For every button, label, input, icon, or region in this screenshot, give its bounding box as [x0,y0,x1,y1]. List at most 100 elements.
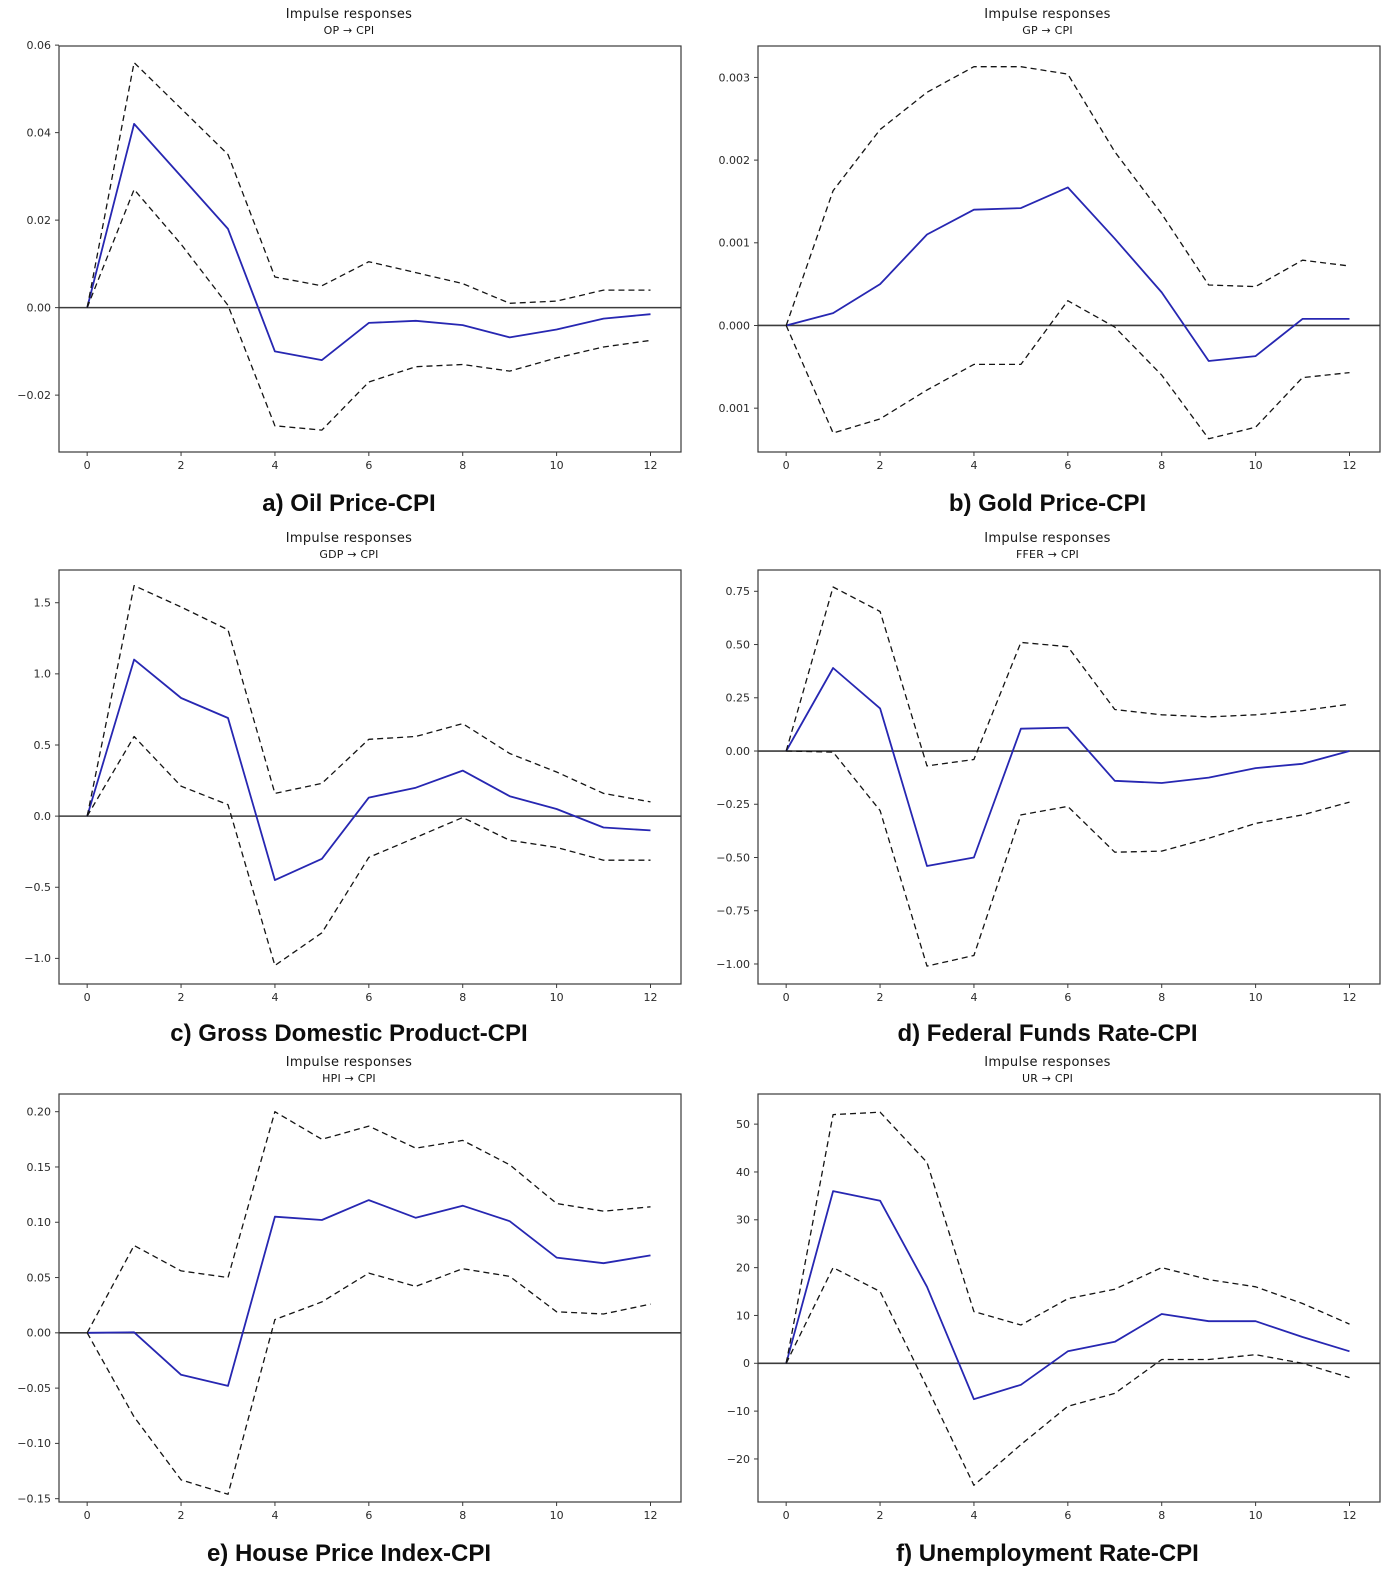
lower-band-line [86,735,651,967]
y-tick-label: 0.00 [27,1327,52,1340]
x-tick-label: 4 [271,459,278,472]
response-line [87,1199,651,1387]
x-tick-label: 10 [1248,1509,1262,1522]
panel-gold-price-cpi: Impulse responses GP → CPI 0.003 0.002 0.0… [699,0,1397,524]
y-tick-label: −0.50 [716,851,750,864]
x-tick-label: 0 [782,991,789,1004]
x-tick-label: 2 [876,459,883,472]
x-tick-label: 2 [178,1509,185,1522]
response-line [86,658,651,882]
panel-house-price-index-cpi: Impulse responses HPI → CPI 0.20 0.15 0.10… [0,1048,698,1572]
x-tick-label: 2 [876,991,883,1004]
chart-title: Impulse responses [285,1055,413,1070]
y-tick-label: 30 [736,1214,750,1227]
x-tick-label: 0 [84,991,91,1004]
chart-title: Impulse responses [984,531,1111,546]
y-tick-label: 0.5 [34,739,52,752]
y-tick-label: 0.02 [27,214,52,227]
x-tick-label: 10 [1248,991,1262,1004]
chart-subtitle: GP → CPI [1022,24,1073,37]
chart-title: Impulse responses [285,7,413,22]
y-tick-label: −0.75 [716,905,750,918]
x-tick-label: 4 [970,991,977,1004]
y-tick-label: 0.25 [725,692,750,705]
plot-border [756,45,1381,453]
y-tick-label: −10 [726,1405,749,1418]
x-tick-label: 8 [1158,1509,1165,1522]
y-tick-label: 0.04 [27,126,52,139]
y-tick-label: −20 [726,1453,749,1466]
x-tick-label: 6 [365,1509,372,1522]
y-tick-label: 1.0 [34,668,52,681]
line-chart-unemployment-rate-cpi: 50 40 30 20 10 0 −10 −20 0 2 4 6 8 10 12 [726,1093,1381,1522]
response-line [86,123,651,362]
x-tick-label: 10 [550,459,564,472]
x-tick-label: 8 [1158,459,1165,472]
y-tick-label: 0.000 [718,319,750,332]
y-tick-label: −1.0 [24,952,51,965]
y-tick-label: 0.0 [34,810,52,823]
y-tick-label: 0.20 [27,1106,52,1119]
line-chart-oil-price-cpi: 0.06 0.04 0.02 0.00 −0.02 0 2 4 6 8 10 12 [17,40,682,472]
lower-band-line [785,300,1350,440]
chart-subtitle: UR → CPI [1021,1072,1074,1085]
x-tick-label: 10 [1248,459,1262,472]
x-tick-label: 4 [271,1509,278,1522]
x-tick-label: 2 [876,1509,883,1522]
upper-band-line [785,1111,1350,1364]
chart-title: Impulse responses [984,1055,1111,1070]
upper-band-line [86,1111,651,1334]
y-tick-label: 0 [743,1357,750,1370]
x-tick-label: 2 [178,459,185,472]
y-tick-label: 0.002 [718,154,750,167]
x-tick-label: 0 [84,459,91,472]
upper-band-line [785,586,1350,767]
upper-band-line [86,584,651,817]
line-chart-gdp-cpi: 1.5 1.0 0.5 0.0 −0.5 −1.0 0 2 4 6 8 10 12 [24,569,682,1004]
x-tick-label: 12 [1342,991,1356,1004]
plot-border [58,1093,682,1503]
y-tick-label: 0.15 [27,1161,52,1174]
lower-band-line [86,188,651,431]
line-chart-gold-price-cpi: 0.003 0.002 0.001 0.000 0.001 0 2 4 6 8 10 12 [718,45,1381,472]
y-tick-label: −1.00 [716,958,750,971]
response-line [785,186,1349,362]
chart-title: Impulse responses [984,7,1111,22]
plot-border [58,45,682,453]
x-tick-label: 6 [365,991,372,1004]
x-tick-label: 10 [550,1509,564,1522]
panel-caption: a) Oil Price-CPI [262,490,436,517]
y-tick-label: 0.00 [725,745,750,758]
panel-gdp-cpi: Impulse responses GDP → CPI 1.5 1.0 0.5 0.0… [0,524,698,1048]
chart-subtitle: GDP → CPI [319,548,379,561]
y-tick-label: −0.15 [17,1493,51,1506]
y-tick-label: 0.001 [718,402,750,415]
lower-band-line [785,750,1350,967]
response-line [784,667,1350,867]
chart-title: Impulse responses [285,531,413,546]
x-tick-label: 12 [643,459,657,472]
x-tick-label: 6 [365,459,372,472]
panel-unemployment-rate-cpi: Impulse responses UR → CPI 50 40 30 20 10 0 −1… [699,1048,1397,1572]
y-tick-label: 0.75 [725,585,750,598]
upper-band-line [86,61,651,308]
y-tick-label: 0.003 [718,71,750,84]
upper-band-line [785,66,1350,326]
line-chart-federal-funds-rate-cpi: 0.75 0.50 0.25 0.00 −0.25 −0.50 −0.75 −1.00 0 2 4 6… [716,569,1381,1004]
y-tick-label: 0.06 [27,40,52,52]
x-tick-label: 0 [84,1509,91,1522]
y-tick-label: 1.5 [34,597,52,610]
x-tick-label: 4 [970,459,977,472]
y-tick-label: −0.05 [17,1382,51,1395]
x-tick-label: 6 [1064,991,1071,1004]
x-tick-label: 12 [1342,459,1356,472]
panel-federal-funds-rate-cpi: Impulse responses FFER → CPI 0.75 0.50 0.2… [699,524,1397,1048]
y-tick-label: 0.50 [725,638,750,651]
y-tick-label: 50 [736,1118,750,1131]
plot-border [58,569,682,985]
x-tick-label: 6 [1064,1509,1071,1522]
y-tick-label: −0.5 [24,881,51,894]
y-tick-label: 40 [736,1166,750,1179]
line-chart-house-price-index-cpi: 0.20 0.15 0.10 0.05 0.00 −0.05 −0.10 −0.15 0 2 4 6 8… [17,1093,682,1522]
